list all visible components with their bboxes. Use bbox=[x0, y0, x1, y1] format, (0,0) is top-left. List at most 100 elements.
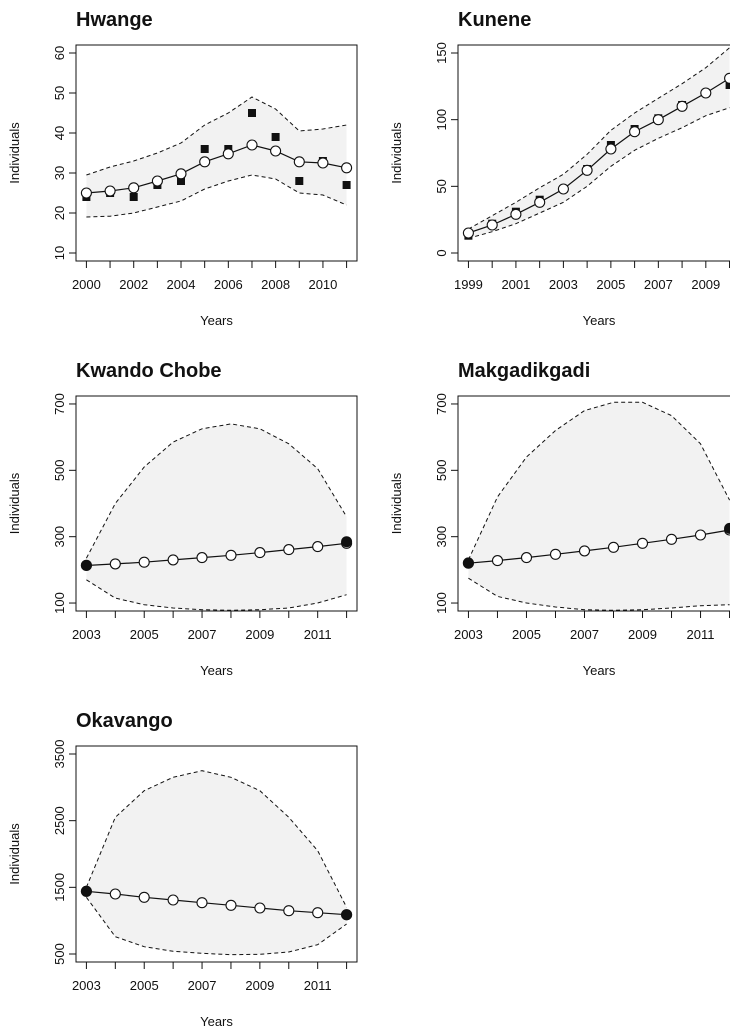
hwange-observed-point bbox=[200, 145, 209, 153]
hwange-estimate-point bbox=[104, 185, 116, 197]
okavango-estimate-line bbox=[86, 890, 347, 916]
kunene-x-axis-label: Years bbox=[583, 313, 616, 328]
kwando-chobe-estimate-line bbox=[86, 542, 347, 567]
makgadikgadi-confidence-band bbox=[468, 402, 730, 611]
hwange-estimate-point bbox=[151, 175, 163, 187]
hwange-y-tick-label: 20 bbox=[52, 206, 67, 220]
kunene-estimate-point bbox=[629, 126, 641, 138]
makgadikgadi-estimate-point bbox=[636, 537, 649, 549]
hwange-observed-point bbox=[342, 181, 351, 189]
okavango-y-tick-label: 1500 bbox=[52, 873, 67, 902]
kunene-estimate-point bbox=[486, 219, 498, 231]
hwange-x-tick-label: 2010 bbox=[308, 277, 337, 292]
kwando-chobe-plot-frame bbox=[75, 395, 358, 612]
okavango-x-tick-label: 2007 bbox=[188, 978, 217, 993]
makgadikgadi-estimate-point bbox=[520, 552, 533, 564]
kunene-estimate-point bbox=[557, 183, 569, 195]
hwange-x-axis-label: Years bbox=[200, 313, 233, 328]
kunene-y-tick-label: 100 bbox=[434, 109, 449, 131]
kwando-chobe-y-tick-label: 700 bbox=[52, 393, 67, 415]
kwando-chobe-estimate-point bbox=[196, 552, 208, 564]
hwange-y-tick-label: 10 bbox=[52, 246, 67, 260]
okavango-lower-bound-line bbox=[85, 897, 347, 956]
kwando-chobe-x-tick-label: 2009 bbox=[245, 627, 274, 642]
kunene-y-tick-label: 150 bbox=[434, 42, 449, 64]
hwange-x-tick-label: 2006 bbox=[214, 277, 243, 292]
hwange-y-axis-label: Individuals bbox=[7, 122, 22, 184]
kwando-chobe-y-tick-label: 100 bbox=[52, 592, 67, 614]
kunene-estimate-point bbox=[462, 227, 474, 239]
kwando-chobe-panel: 2003 2005 2007 2009 2011 100 300 500 700 Years Ind… bbox=[7, 360, 358, 678]
makgadikgadi-x-tick-label: 2011 bbox=[687, 627, 715, 642]
okavango-confidence-band bbox=[86, 770, 347, 955]
hwange-estimate-point bbox=[317, 157, 329, 169]
kunene-estimate-point bbox=[510, 208, 522, 220]
kunene-upper-bound-line bbox=[468, 47, 730, 230]
okavango-observed-point bbox=[341, 909, 353, 921]
makgadikgadi-x-tick-label: 2007 bbox=[570, 627, 599, 642]
kwando-chobe-observed-point bbox=[341, 536, 353, 548]
kwando-chobe-confidence-band bbox=[86, 423, 347, 611]
hwange-y-tick-label: 60 bbox=[52, 46, 67, 60]
kunene-observed-point bbox=[725, 81, 730, 89]
kwando-chobe-estimate-point bbox=[225, 549, 237, 561]
okavango-x-axis-label: Years bbox=[200, 1014, 233, 1029]
kunene-panel: 1999 2001 2003 2005 2007 2009 0 50 100 150 Years In… bbox=[389, 9, 730, 328]
kwando-chobe-observed-point bbox=[80, 559, 92, 571]
hwange-observed-point bbox=[271, 133, 280, 141]
hwange-estimate-point bbox=[293, 156, 305, 168]
okavango-y-tick-label: 500 bbox=[52, 943, 67, 965]
makgadikgadi-x-tick-label: 2009 bbox=[628, 627, 657, 642]
okavango-x-tick-label: 2009 bbox=[245, 978, 274, 993]
okavango-plot-frame bbox=[75, 745, 358, 963]
okavango-estimate-point bbox=[109, 888, 121, 900]
hwange-observed-point bbox=[248, 109, 256, 117]
kunene-estimate-point bbox=[605, 143, 617, 155]
makgadikgadi-y-axis-label: Individuals bbox=[389, 472, 404, 534]
makgadikgadi-observed-point bbox=[462, 557, 474, 569]
hwange-observed-point bbox=[129, 193, 138, 201]
makgadikgadi-estimate-point bbox=[549, 548, 562, 560]
kwando-chobe-estimate-point bbox=[109, 558, 121, 570]
makgadikgadi-estimate-point bbox=[578, 545, 591, 557]
hwange-lower-bound-line bbox=[86, 174, 347, 218]
okavango-upper-bound-line bbox=[85, 770, 348, 908]
hwange-estimate-point bbox=[246, 139, 258, 151]
kwando-chobe-x-tick-label: 2011 bbox=[304, 627, 332, 642]
kunene-x-tick-label: 2001 bbox=[501, 277, 530, 292]
kunene-x-tick-label: 2009 bbox=[691, 277, 720, 292]
okavango-y-tick-label: 3500 bbox=[52, 740, 67, 769]
hwange-estimate-point bbox=[128, 182, 140, 194]
makgadikgadi-estimate-point bbox=[607, 541, 620, 553]
hwange-observed-point bbox=[295, 177, 304, 185]
kwando-chobe-estimate-point bbox=[254, 547, 266, 559]
kwando-chobe-estimate-point bbox=[138, 556, 150, 568]
makgadikgadi-upper-bound-line bbox=[467, 401, 730, 561]
kunene-x-tick-label: 2007 bbox=[644, 277, 673, 292]
makgadikgadi-y-tick-label: 500 bbox=[434, 459, 449, 481]
hwange-panel: 2000 2002 2004 2006 2008 2010102030405060Year… bbox=[7, 9, 358, 328]
okavango-y-axis-label: Individuals bbox=[7, 823, 22, 885]
hwange-confidence-band bbox=[86, 97, 347, 217]
kunene-estimate-point bbox=[724, 72, 730, 84]
okavango-estimate-point bbox=[138, 891, 150, 903]
makgadikgadi-estimate-point bbox=[694, 529, 707, 541]
kunene-estimate-point bbox=[700, 87, 712, 99]
kwando-chobe-estimate-point bbox=[167, 554, 179, 566]
kunene-estimate-point bbox=[534, 196, 546, 208]
makgadikgadi-y-tick-label: 300 bbox=[434, 526, 449, 548]
okavango-estimate-point bbox=[254, 902, 266, 914]
kwando-chobe-estimate-point bbox=[312, 541, 324, 553]
kwando-chobe-y-axis-label: Individuals bbox=[7, 472, 22, 534]
okavango-estimate-point bbox=[283, 905, 295, 917]
hwange-title: Hwange bbox=[76, 9, 153, 31]
hwange-observed-point bbox=[177, 177, 185, 185]
kunene-estimate-point bbox=[676, 100, 688, 112]
kunene-lower-bound-line bbox=[468, 107, 730, 239]
kunene-y-tick-label: 50 bbox=[434, 179, 449, 193]
makgadikgadi-y-tick-label: 100 bbox=[434, 592, 449, 614]
kwando-chobe-y-tick-label: 500 bbox=[52, 459, 67, 481]
kwando-chobe-estimate-point bbox=[283, 544, 295, 556]
makgadikgadi-x-tick-label: 2003 bbox=[454, 627, 483, 642]
